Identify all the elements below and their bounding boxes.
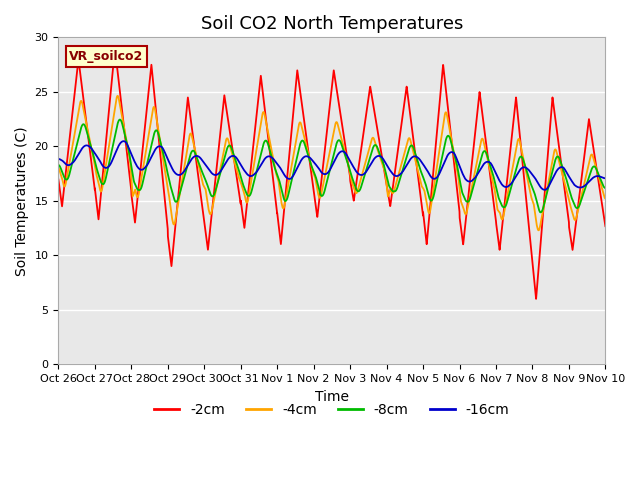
Legend: -2cm, -4cm, -8cm, -16cm: -2cm, -4cm, -8cm, -16cm	[148, 398, 515, 423]
Y-axis label: Soil Temperatures (C): Soil Temperatures (C)	[15, 126, 29, 276]
X-axis label: Time: Time	[315, 390, 349, 404]
Title: Soil CO2 North Temperatures: Soil CO2 North Temperatures	[201, 15, 463, 33]
Text: VR_soilco2: VR_soilco2	[69, 50, 143, 63]
